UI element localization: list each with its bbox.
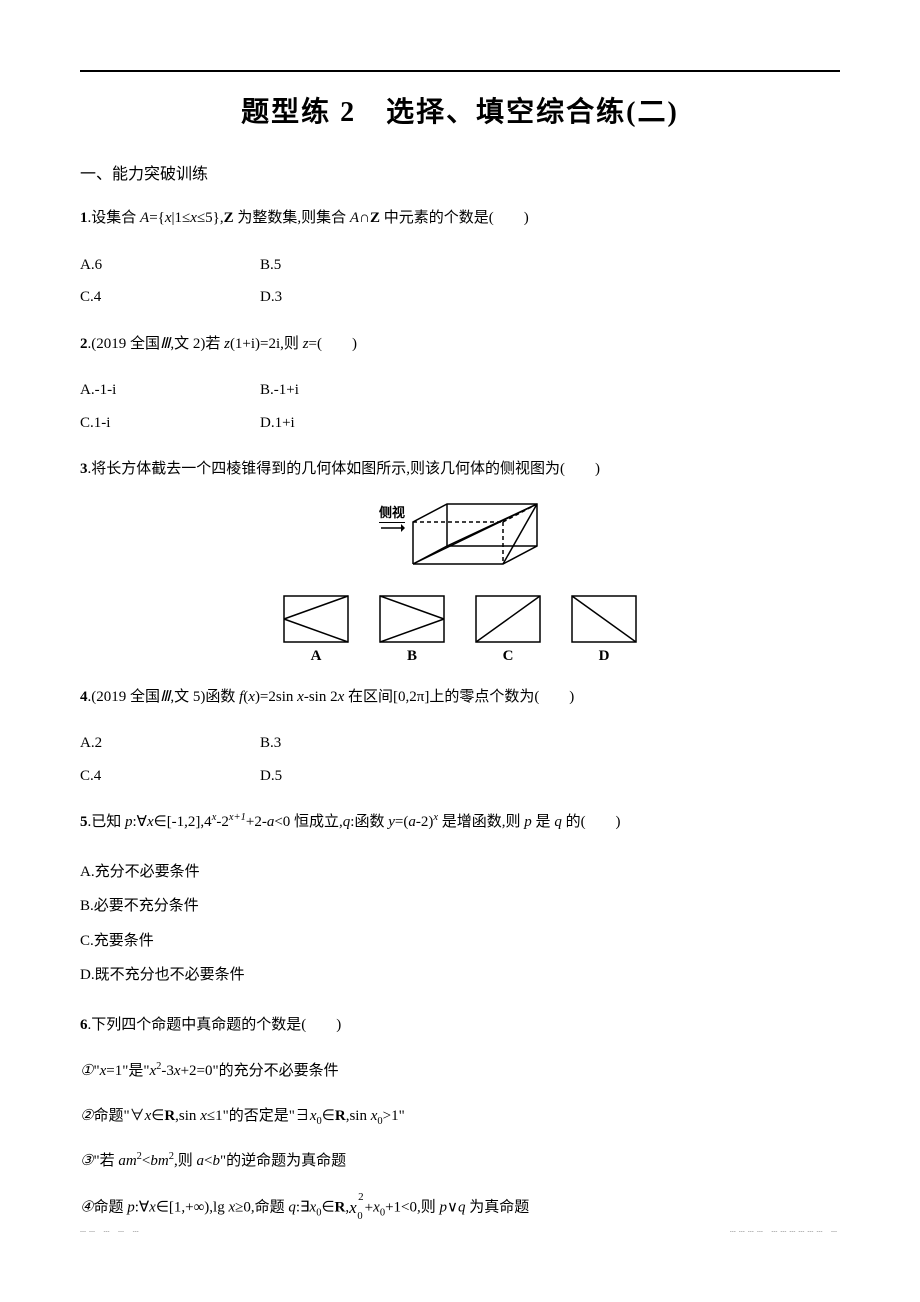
question-2: 2.(2019 全国Ⅲ,文 2)若 z(1+i)=2i,则 z=( ) — [80, 330, 840, 359]
q3-fig-b: B — [378, 594, 446, 665]
q1-opt-d: D.3 — [260, 283, 440, 312]
q1-opt-a: A.6 — [80, 251, 260, 280]
question-5: 5.已知 p:∀x∈[-1,2],4x-2x+1+2-a<0 恒成立,q:函数 … — [80, 808, 840, 837]
q2-opt-c: C.1-i — [80, 409, 260, 438]
q1-opt-c: C.4 — [80, 283, 260, 312]
question-1: 1.设集合 A={x|1≤x≤5},Z 为整数集,则集合 A∩Z 中元素的个数是… — [80, 204, 840, 233]
footer: ┄┄ ┄ ┄ ┄ ┄┄┄┄ ┄┄┄┄┄┄ ┄ — [80, 1227, 840, 1238]
q3-figure: 侧视 A B — [80, 502, 840, 665]
q1-options-2: C.4 D.3 — [80, 283, 840, 312]
q6-sub2: ②命题"∀x∈R,sin x≤1"的否定是"∃x0∈R,sin x0>1" — [80, 1102, 840, 1132]
section-heading: 一、能力突破训练 — [80, 160, 840, 184]
q5-opt-c: C.充要条件 — [80, 924, 840, 959]
question-6: 6.下列四个命题中真命题的个数是( ) — [80, 1011, 840, 1040]
q6-sub3: ③"若 am2<bm2,则 a<b"的逆命题为真命题 — [80, 1147, 840, 1176]
q5-opt-d: D.既不充分也不必要条件 — [80, 958, 840, 993]
q2-opt-a: A.-1-i — [80, 376, 260, 405]
q2-options-2: C.1-i D.1+i — [80, 409, 840, 438]
q4-opt-a: A.2 — [80, 729, 260, 758]
page-title: 题型练 2 选择、填空综合练(二) — [80, 90, 840, 130]
side-view-label: 侧视 — [379, 502, 405, 523]
q2-options: A.-1-i B.-1+i — [80, 376, 840, 405]
q4-opt-b: B.3 — [260, 729, 440, 758]
q3-fig-a: A — [282, 594, 350, 665]
footer-right: ┄┄┄┄ ┄┄┄┄┄┄ ┄ — [730, 1227, 840, 1238]
q2-opt-d: D.1+i — [260, 409, 440, 438]
q4-opt-c: C.4 — [80, 762, 260, 791]
q3-fig-d: D — [570, 594, 638, 665]
footer-left: ┄┄ ┄ ┄ ┄ — [80, 1227, 142, 1238]
q4-options-2: C.4 D.5 — [80, 762, 840, 791]
q5-opt-b: B.必要不充分条件 — [80, 889, 840, 924]
q1-opt-b: B.5 — [260, 251, 440, 280]
question-4: 4.(2019 全国Ⅲ,文 5)函数 f(x)=2sin x-sin 2x 在区… — [80, 683, 840, 712]
q6-sub1: ①"x=1"是"x2-3x+2=0"的充分不必要条件 — [80, 1057, 840, 1086]
q1-options: A.6 B.5 — [80, 251, 840, 280]
q5-opt-a: A.充分不必要条件 — [80, 855, 840, 890]
q3-fig-c: C — [474, 594, 542, 665]
q5-options: A.充分不必要条件 B.必要不充分条件 C.充要条件 D.既不充分也不必要条件 — [80, 855, 840, 993]
q4-opt-d: D.5 — [260, 762, 440, 791]
main-solid-figure — [411, 502, 541, 580]
q3-option-figures: A B C D — [80, 594, 840, 665]
q6-sub4: ④命题 p:∀x∈[1,+∞),lg x≥0,命题 q:∃x0∈R,x02+x0… — [80, 1192, 840, 1224]
arrow-icon — [381, 523, 405, 533]
q4-options: A.2 B.3 — [80, 729, 840, 758]
question-3: 3.将长方体截去一个四棱锥得到的几何体如图所示,则该几何体的侧视图为( ) — [80, 455, 840, 484]
top-rule — [80, 70, 840, 72]
q2-opt-b: B.-1+i — [260, 376, 440, 405]
